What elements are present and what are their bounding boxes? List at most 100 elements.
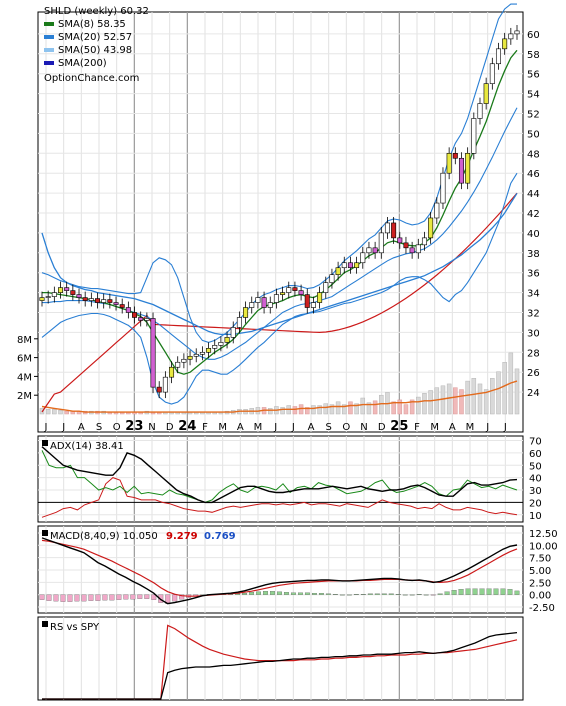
volume-bar: [514, 368, 520, 415]
volume-tick-label: 4M: [17, 372, 32, 383]
y-tick-label: 60: [527, 30, 540, 41]
macd-histogram-bar: [500, 588, 506, 595]
macd-histogram-bar: [249, 592, 255, 595]
macd-histogram-bar: [137, 594, 143, 599]
candle-body: [51, 292, 57, 297]
x-tick-label: O: [113, 422, 121, 433]
volume-bar: [366, 402, 372, 415]
candle-body: [70, 290, 76, 295]
y-tick-label: 48: [527, 149, 540, 160]
macd-histogram-bar: [493, 588, 499, 595]
y-tick-label: 46: [527, 169, 540, 180]
x-tick-label: A: [237, 422, 244, 433]
macd-tick-label: 0.00: [529, 591, 551, 602]
macd-histogram-bar: [81, 594, 87, 602]
candle-body: [101, 299, 107, 303]
candle-body: [378, 232, 384, 254]
y-tick-label: 42: [527, 209, 540, 220]
candle-body: [514, 30, 520, 35]
volume-bar: [292, 406, 298, 415]
macd-histogram-bar: [53, 594, 59, 602]
macd-histogram-bar: [277, 591, 282, 595]
volume-tick-label: 8M: [17, 335, 32, 346]
macd-histogram-bar: [304, 592, 310, 595]
volume-tick-label: 2M: [17, 391, 32, 402]
volume-bar: [422, 393, 427, 415]
x-tick-label: O: [342, 422, 350, 433]
rs-title: RS vs SPY: [50, 622, 100, 633]
macd-histogram-bar: [298, 592, 303, 595]
candle-body: [298, 290, 304, 295]
candle-body: [113, 302, 119, 305]
candle-body: [138, 317, 144, 321]
x-tick-label: 24: [178, 419, 196, 434]
y-tick-label: 58: [527, 50, 540, 61]
volume-tick-label: 6M: [17, 354, 32, 365]
x-tick-label: A: [78, 422, 85, 433]
price-panel-frame: [37, 11, 524, 433]
y-tick-label: 36: [527, 269, 540, 280]
legend-entry: SMA(200): [58, 58, 107, 69]
macd-histogram-bar: [360, 594, 366, 595]
candle-body: [144, 318, 150, 321]
volume-bar: [64, 410, 69, 415]
candle-body: [218, 342, 224, 346]
volume-bar: [453, 387, 458, 415]
x-tick-label: M: [254, 422, 263, 433]
volume-bar: [311, 405, 316, 415]
macd-histogram-bar: [270, 591, 275, 595]
candle-body: [193, 353, 199, 357]
legend-entry: SMA(8) 58.35: [58, 19, 126, 30]
x-tick-label: M: [466, 422, 475, 433]
candle-body: [82, 297, 88, 301]
candle-body: [329, 274, 335, 283]
macd-legend-swatch: [42, 530, 48, 536]
legend-swatch: [44, 35, 54, 39]
macd-histogram-bar: [451, 590, 457, 595]
macd-histogram-bar: [60, 594, 66, 602]
macd-histogram-bar: [284, 592, 289, 595]
y-tick-label: 28: [527, 348, 540, 359]
volume-bar: [52, 409, 57, 415]
macd-histogram-bar: [39, 594, 45, 600]
adx-tick-label: 30: [529, 486, 542, 497]
legend-swatch: [44, 48, 54, 52]
y-tick-label: 30: [527, 328, 540, 339]
y-tick-label: 44: [527, 189, 540, 200]
macd-histogram-bar: [179, 594, 185, 600]
candle-body: [280, 292, 286, 295]
y-tick-label: 24: [527, 388, 540, 399]
x-tick-label: J: [485, 422, 489, 433]
adx-tick-label: 10: [529, 511, 542, 522]
sma50-line: [41, 192, 518, 336]
candle-body: [508, 33, 514, 40]
candle-body: [273, 294, 279, 303]
adx-legend-swatch: [42, 440, 48, 446]
macd-histogram-bar: [388, 593, 394, 595]
candle-body: [440, 172, 446, 204]
macd-histogram-bar: [402, 594, 408, 596]
volume-bar: [496, 371, 501, 415]
volume-bar: [342, 404, 347, 415]
y-tick-label: 52: [527, 110, 540, 121]
macd-histogram-bar: [423, 594, 429, 596]
volume-bar: [335, 401, 341, 415]
legend-entry: SMA(50) 43.98: [58, 45, 132, 56]
volume-bar: [459, 389, 464, 415]
y-tick-label: 40: [527, 229, 540, 240]
legend-entry: SMA(20) 52.57: [58, 32, 132, 43]
macd-histogram-bar: [242, 593, 248, 595]
candle-body: [415, 244, 421, 254]
candle-body: [255, 297, 261, 303]
macd-histogram-bar: [353, 594, 359, 595]
volume-bar: [267, 408, 273, 415]
macd-histogram-bar: [102, 594, 108, 601]
volume-bar: [360, 397, 366, 415]
macd-signal-value: 9.279: [166, 531, 198, 542]
candle-body: [495, 48, 501, 65]
candle-body: [230, 327, 236, 338]
candle-body: [236, 317, 242, 328]
candle-body: [187, 355, 193, 360]
candle-body: [58, 287, 64, 293]
